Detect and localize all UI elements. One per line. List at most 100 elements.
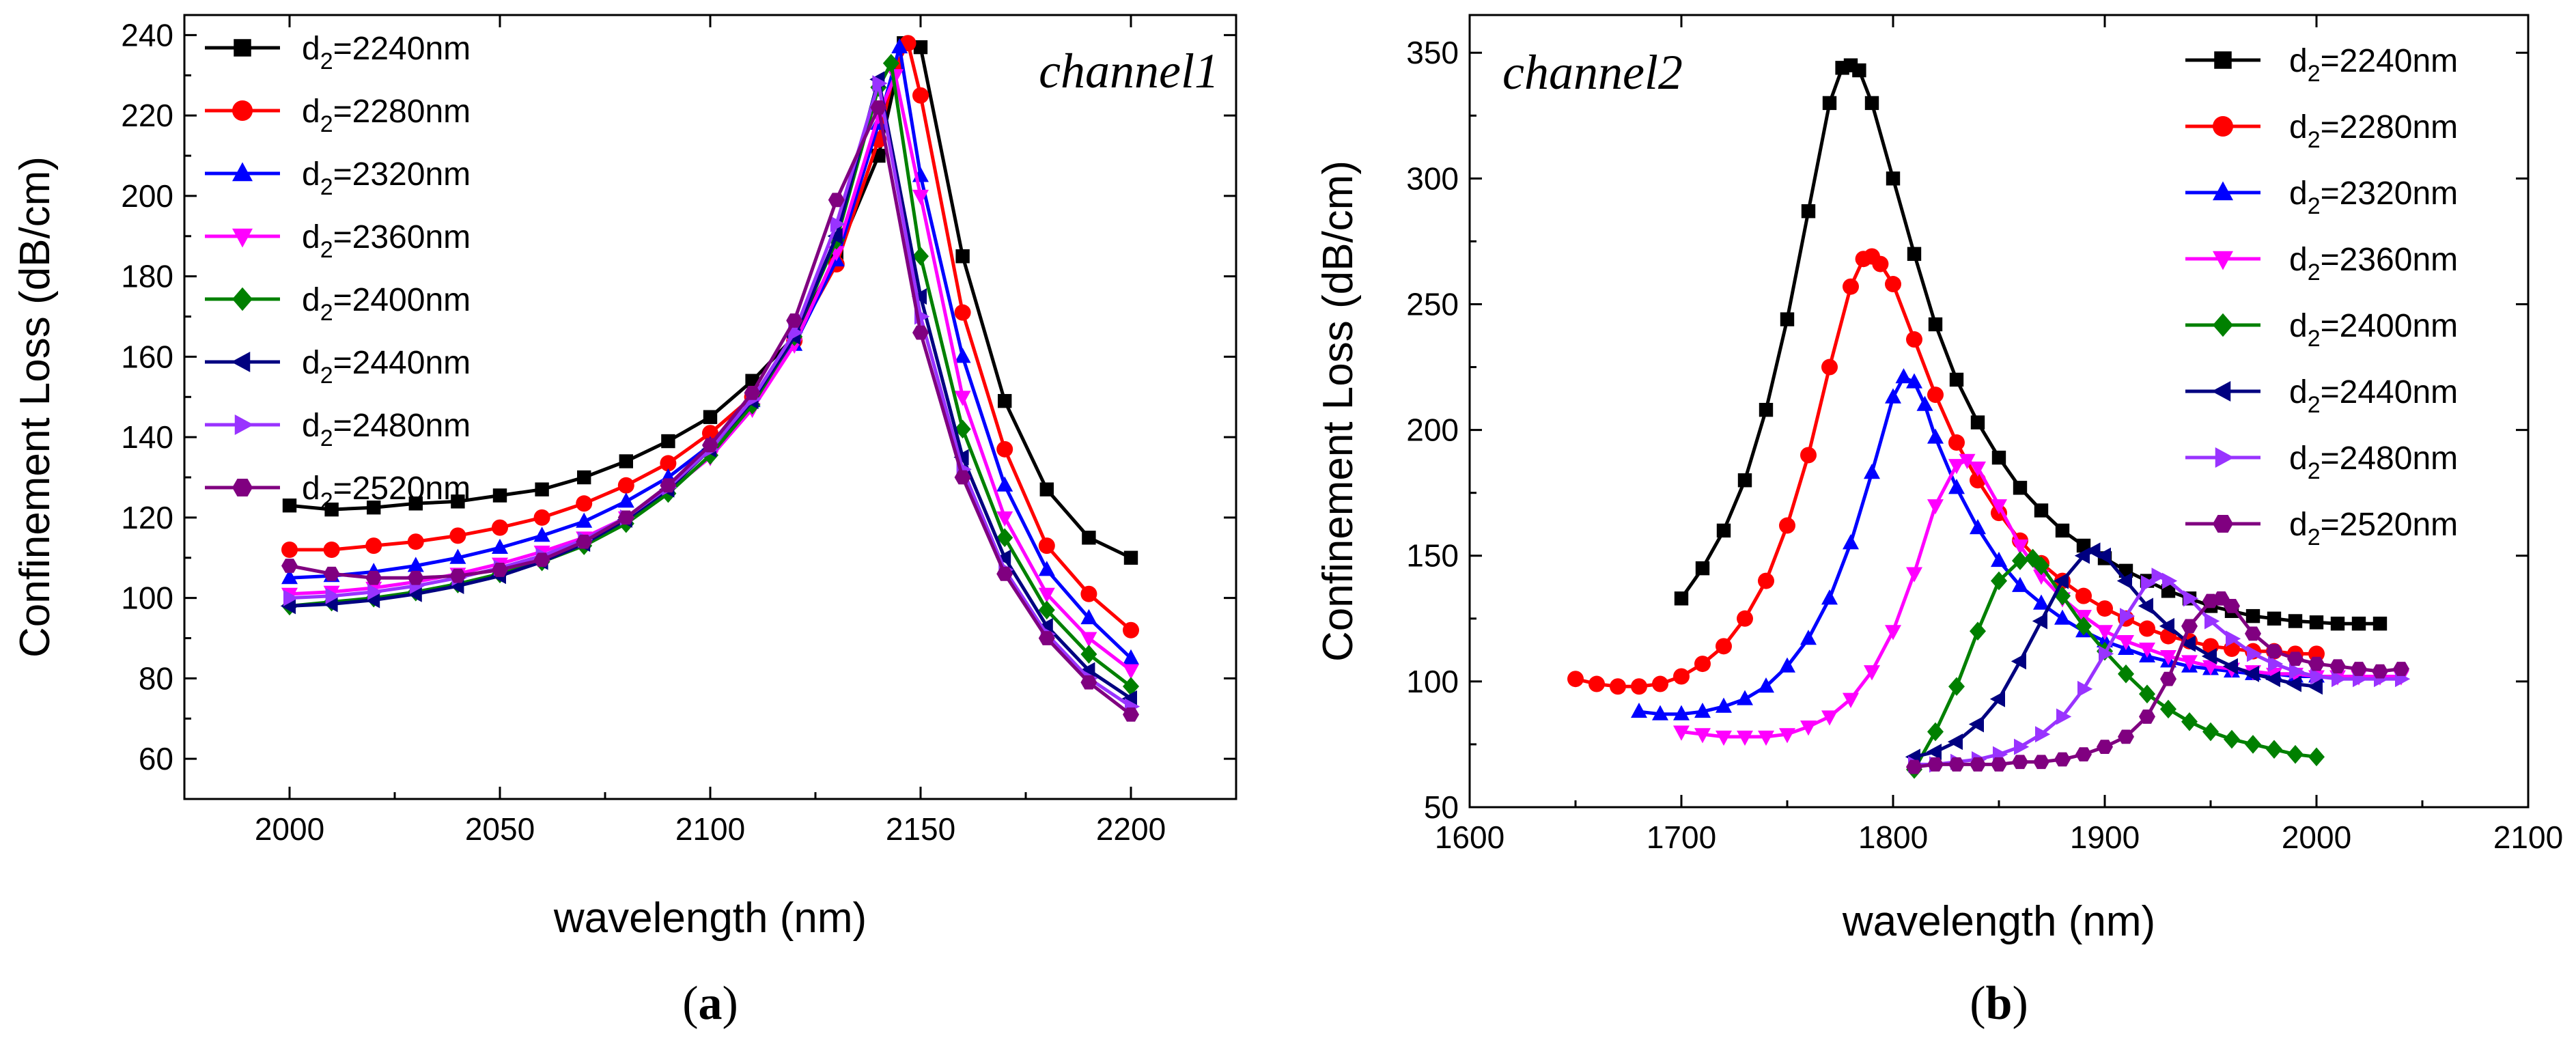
legend-label-subscript: 2 — [2308, 193, 2321, 219]
legend-label: d2=2240nm — [2289, 43, 2458, 87]
x-axis-label: wavelength (nm) — [553, 895, 867, 942]
data-point — [2033, 594, 2049, 610]
legend-label-base: d — [2289, 242, 2308, 278]
data-point — [281, 569, 298, 585]
x-tick-label: 2100 — [2493, 819, 2563, 855]
data-point — [1885, 276, 1901, 293]
legend-label-subscript: 2 — [2308, 61, 2321, 87]
data-point — [365, 591, 380, 608]
legend-label-subscript: 2 — [2308, 260, 2321, 285]
legend-label-subscript: 2 — [320, 300, 333, 326]
legend-label-value: =2320nm — [2321, 176, 2459, 212]
data-point — [1906, 759, 1922, 774]
data-point — [2024, 548, 2041, 568]
data-point — [1864, 96, 1879, 111]
data-point — [1821, 710, 1838, 726]
data-point — [492, 563, 508, 577]
legend-label-subscript: 2 — [320, 174, 333, 200]
legend-label-value: =2400nm — [2321, 308, 2459, 344]
data-point — [617, 510, 634, 525]
legend-marker — [2215, 447, 2235, 468]
data-point — [996, 528, 1013, 548]
legend-label-base: d — [2289, 109, 2308, 145]
data-point — [365, 570, 382, 585]
data-point — [2288, 614, 2303, 628]
data-point — [953, 449, 969, 466]
data-point — [2351, 662, 2367, 676]
data-point — [1080, 675, 1097, 690]
data-point — [954, 304, 971, 321]
legend-item: d2=2280nm — [2185, 109, 2458, 153]
legend-label-base: d — [2289, 440, 2308, 477]
data-point — [1080, 585, 1097, 602]
data-point — [911, 288, 927, 305]
data-point — [1779, 657, 1795, 673]
legend-marker — [2213, 251, 2233, 270]
legend-label-value: =2520nm — [333, 471, 471, 507]
data-point — [2012, 576, 2028, 592]
data-point — [2159, 617, 2174, 634]
legend-label-value: =2440nm — [333, 345, 471, 381]
data-point — [1927, 428, 1944, 444]
data-point — [1906, 373, 1922, 389]
data-point — [325, 587, 341, 604]
data-point — [2226, 630, 2241, 647]
data-point — [2160, 671, 2176, 686]
data-point — [281, 559, 298, 573]
data-point — [954, 419, 971, 439]
data-point — [2330, 616, 2345, 631]
data-point — [1759, 402, 1774, 417]
data-point — [1864, 464, 1880, 479]
y-tick-label: 250 — [1406, 286, 1459, 322]
legend-item: d2=2240nm — [205, 31, 471, 74]
data-point — [1949, 372, 1964, 387]
data-point — [1716, 730, 1732, 746]
data-point — [1947, 733, 1963, 751]
data-point — [1991, 551, 2007, 567]
legend-marker — [234, 39, 251, 57]
data-point — [2224, 729, 2240, 749]
data-point — [2266, 644, 2282, 659]
legend-label-base: d — [302, 345, 320, 381]
legend-label: d2=2320nm — [302, 156, 471, 200]
data-point — [912, 87, 929, 104]
data-point — [2310, 668, 2326, 685]
data-point — [1948, 479, 1965, 494]
legend-label: d2=2520nm — [2289, 507, 2458, 550]
y-tick-label: 80 — [139, 660, 173, 696]
series-d2=2240nm — [1674, 58, 2388, 631]
data-point — [1843, 278, 1859, 295]
data-point — [1864, 665, 1880, 681]
legend-label: d2=2400nm — [302, 282, 471, 326]
data-point — [2308, 656, 2325, 671]
data-point — [1948, 459, 1965, 475]
data-point — [2118, 664, 2134, 684]
legend-marker — [2214, 51, 2232, 69]
data-point — [283, 589, 299, 606]
data-point — [2032, 613, 2047, 630]
data-point — [2075, 587, 2092, 604]
data-point — [533, 527, 550, 542]
data-point — [1843, 534, 1859, 550]
data-point — [912, 325, 929, 340]
data-point — [2160, 699, 2176, 719]
data-point — [1916, 395, 1933, 411]
data-point — [2307, 678, 2323, 695]
legend-item: d2=2400nm — [205, 282, 471, 326]
legend-label-subscript: 2 — [320, 237, 333, 263]
data-point — [1970, 621, 1986, 641]
data-point — [407, 557, 424, 572]
data-point — [1121, 690, 1137, 707]
data-point — [1082, 531, 1096, 545]
data-point — [912, 247, 929, 266]
data-point — [1080, 608, 1097, 625]
data-point — [2075, 617, 2092, 636]
y-tick-label: 180 — [121, 259, 173, 294]
data-point — [1123, 550, 1138, 565]
data-point — [998, 393, 1012, 408]
data-point — [1123, 649, 1139, 664]
data-point — [2074, 547, 2090, 564]
data-point — [702, 438, 718, 453]
x-tick-label: 2050 — [465, 811, 535, 847]
data-point — [2372, 664, 2388, 679]
